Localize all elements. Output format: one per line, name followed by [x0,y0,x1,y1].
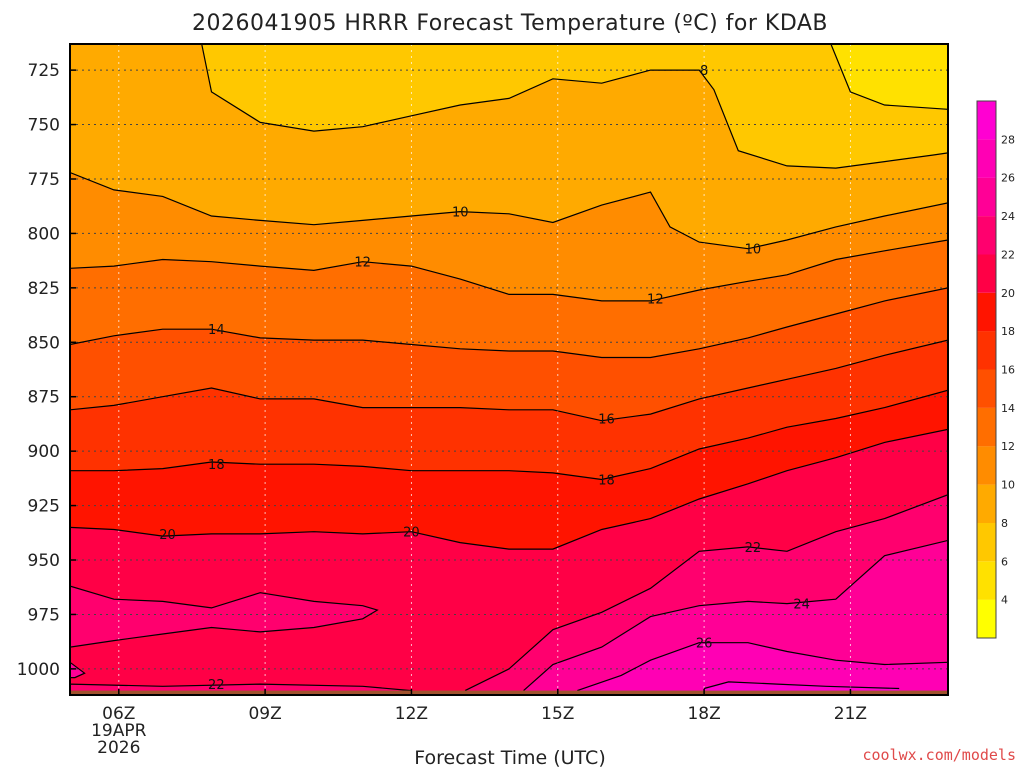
colorbar-bin-4 [977,561,996,600]
colorbar-bin-24 [977,177,996,217]
contour-label-10: 20 [403,526,420,541]
contour-line-6-0 [201,44,948,169]
contour-label-6: 16 [598,412,615,427]
contour-label-7: 18 [208,458,225,473]
colorbar-bin-2 [977,599,996,638]
contour-line-16-5 [70,339,948,422]
y-tick-label-950: 950 [28,551,60,571]
colorbar-label-12: 12 [1001,440,1015,453]
fill-region-24-13 [70,662,85,695]
below-ground-terrain [70,690,948,695]
colorbar-bin-12 [977,407,996,447]
colorbar-bin-10 [977,446,996,485]
contour-label-8: 18 [598,473,615,488]
contour-label-12: 22 [745,541,762,556]
contour-line-26-12 [577,642,948,692]
contour-line-18-6 [70,389,948,481]
x-date-line2: 2026 [97,738,140,758]
contour-line-12-3 [70,239,948,302]
contour-line-20-7 [70,428,948,550]
contour-label-3: 12 [354,256,371,271]
y-tick-label-1000: 1000 [17,660,60,680]
x-date-line1: 19APR [91,721,147,741]
contour-line-10-2 [70,171,948,250]
x-tick-label-21Z: 21Z [834,704,867,724]
x-tick-label-09Z: 09Z [248,704,281,724]
colorbar-label-28: 28 [1001,133,1015,146]
contour-label-11: 22 [208,678,225,693]
contour-label-5: 14 [208,323,225,338]
contour-line-22-8 [70,585,379,648]
y-tick-label-800: 800 [28,224,60,244]
y-tick-label-875: 875 [28,388,60,408]
colorbar-frame [976,100,997,639]
chart-title: 2026041905 HRRR Forecast Temperature (ºC… [192,11,828,36]
colorbar-bin-20 [977,254,996,293]
colorbar-bin-16 [977,331,996,370]
y-tick-label-750: 750 [28,116,60,136]
temperature-fills [70,44,948,695]
colorbar-bin-14 [977,369,996,408]
plot-area: 8 10 10 12 12 14 16 18 18 20 20 22 22 24 26 [70,44,948,695]
contour-line-28-14 [703,681,900,690]
contour-label-1: 10 [452,206,469,221]
colorbar-label-14: 14 [1001,402,1015,415]
contour-label-2: 10 [745,243,762,258]
colorbar-bin-26 [977,139,996,178]
colorbar-label-10: 10 [1001,479,1015,492]
colorbar-label-18: 18 [1001,325,1015,338]
y-tick-label-925: 925 [28,497,60,517]
colorbar-label-16: 16 [1001,364,1015,377]
contour-line-4-1 [830,44,948,110]
gridlines [70,44,948,695]
colorbar-label-4: 4 [1001,594,1008,607]
colorbar-label-6: 6 [1001,555,1008,568]
credit-text: coolwx.com/models [862,746,1016,764]
contour-label-4: 12 [647,293,664,308]
plot-frame [69,43,949,696]
contour-lines [70,44,948,692]
contour-line-22-9 [70,683,412,692]
fill-region-upper-1 [830,44,948,110]
colorbar-label-20: 20 [1001,287,1015,300]
contour-line-24-11 [523,539,948,692]
colorbar-bin-28 [977,101,996,140]
colorbar-label-8: 8 [1001,517,1008,530]
x-tick-label-12Z: 12Z [395,704,428,724]
fill-region-upper-0 [201,44,948,169]
contour-line-24-13 [70,661,86,679]
contour-line-14-4 [70,287,948,359]
y-tick-label-775: 775 [28,170,60,190]
colorbar-label-24: 24 [1001,210,1015,223]
y-axis: 725 750 775 800 825 850 875 900 925 950 975 1000 [17,61,76,680]
contour-labels: 8 10 10 12 12 14 16 18 18 20 20 22 22 24 26 [159,64,810,693]
colorbar-bin-6 [977,522,996,562]
fill-region-22-8 [70,586,378,648]
colorbar-bin-22 [977,216,996,255]
fill-region-26-12 [577,642,948,695]
colorbar-label-26: 26 [1001,172,1015,185]
contour-label-0: 8 [700,64,708,79]
colorbar: 4 6 8 10 12 14 16 18 20 22 24 26 28 [976,100,1015,639]
y-tick-label-850: 850 [28,333,60,353]
x-tick-label-18Z: 18Z [687,704,720,724]
contour-label-9: 20 [159,528,176,543]
colorbar-label-22: 22 [1001,248,1015,261]
y-tick-label-900: 900 [28,442,60,462]
contour-line-22-10 [464,494,948,692]
y-tick-label-725: 725 [28,61,60,81]
contour-label-13: 24 [793,598,810,613]
contour-label-14: 26 [696,637,713,652]
x-tick-label-15Z: 15Z [541,704,574,724]
colorbar-bin-8 [977,484,996,523]
y-tick-label-825: 825 [28,279,60,299]
y-tick-label-975: 975 [28,605,60,625]
x-axis-label: Forecast Time (UTC) [414,747,605,768]
colorbar-bin-18 [977,292,996,332]
x-tick-label-06Z: 06Z [102,704,135,724]
fill-region-24-11 [523,540,948,695]
